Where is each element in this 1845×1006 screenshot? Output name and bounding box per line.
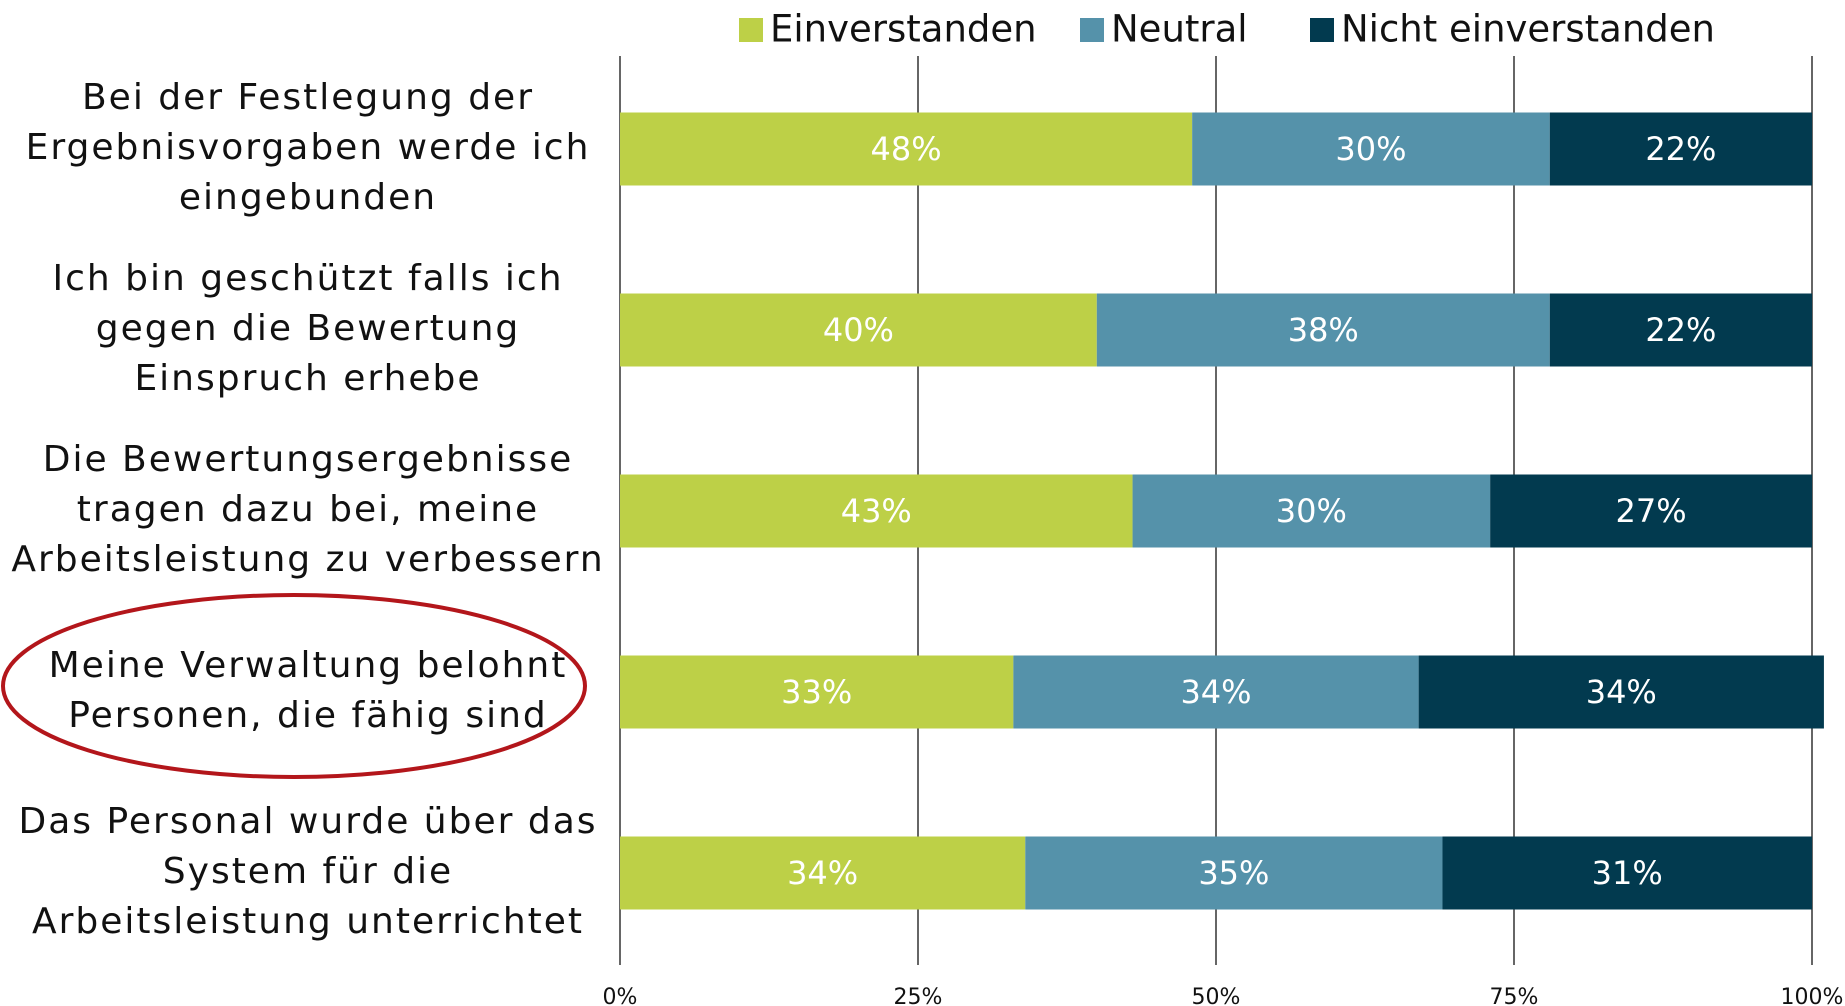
value-label: 33% bbox=[781, 673, 852, 711]
bar-segment bbox=[620, 112, 1193, 186]
category-label: gegen die Bewertung bbox=[96, 308, 521, 349]
category-label: Arbeitsleistung unterrichtet bbox=[32, 901, 584, 942]
legend-label: Neutral bbox=[1111, 8, 1248, 51]
category-label: Ich bin geschützt falls ich bbox=[52, 258, 563, 299]
value-label: 30% bbox=[1335, 130, 1406, 168]
value-label: 40% bbox=[823, 311, 894, 349]
value-label: 34% bbox=[1180, 673, 1251, 711]
bar-segment bbox=[1418, 655, 1824, 729]
bar-segment bbox=[620, 474, 1133, 548]
value-label: 30% bbox=[1276, 492, 1347, 530]
category-label: eingebunden bbox=[179, 177, 437, 218]
bar-segment bbox=[1096, 293, 1550, 367]
bar-segment bbox=[1132, 474, 1491, 548]
bar-segment bbox=[1549, 293, 1812, 367]
x-tick-label: 100% bbox=[1781, 985, 1844, 1006]
category-label: Das Personal wurde über das bbox=[18, 801, 597, 842]
value-label: 31% bbox=[1592, 854, 1663, 892]
bar-segment bbox=[1025, 836, 1443, 910]
legend-swatch bbox=[739, 18, 763, 42]
bar-segment bbox=[620, 293, 1097, 367]
category-label: Bei der Festlegung der bbox=[82, 77, 534, 118]
value-label: 27% bbox=[1616, 492, 1687, 530]
value-label: 43% bbox=[841, 492, 912, 530]
value-label: 22% bbox=[1645, 130, 1716, 168]
legend-swatch bbox=[1080, 18, 1104, 42]
highlight-ellipse bbox=[1, 593, 587, 779]
category-label: Einspruch erhebe bbox=[134, 358, 481, 399]
category-label: Personen, die fähig sind bbox=[68, 695, 548, 736]
category-label: Meine Verwaltung belohnt bbox=[49, 645, 568, 686]
value-label: 35% bbox=[1198, 854, 1269, 892]
value-label: 34% bbox=[787, 854, 858, 892]
legend-label: Einverstanden bbox=[770, 8, 1037, 51]
x-tick-label: 25% bbox=[894, 985, 943, 1006]
bar-segment bbox=[620, 655, 1014, 729]
value-label: 22% bbox=[1645, 311, 1716, 349]
legend-swatch bbox=[1310, 18, 1334, 42]
value-label: 48% bbox=[871, 130, 942, 168]
bar-segment bbox=[1442, 836, 1812, 910]
bar-segment bbox=[1192, 112, 1550, 186]
value-label: 34% bbox=[1586, 673, 1657, 711]
category-label: System für die bbox=[163, 851, 453, 892]
category-label: Die Bewertungsergebnisse bbox=[43, 439, 574, 480]
category-label: Arbeitsleistung zu verbessern bbox=[11, 539, 604, 580]
bar-segment bbox=[620, 836, 1026, 910]
legend-label: Nicht einverstanden bbox=[1341, 8, 1715, 51]
bar-segment bbox=[1549, 112, 1812, 186]
category-label: Ergebnisvorgaben werde ich bbox=[26, 127, 591, 168]
bar-segment bbox=[1490, 474, 1812, 548]
category-label: tragen dazu bei, meine bbox=[77, 489, 539, 530]
x-tick-label: 75% bbox=[1490, 985, 1539, 1006]
bar-segment bbox=[1013, 655, 1419, 729]
value-label: 38% bbox=[1288, 311, 1359, 349]
x-tick-label: 0% bbox=[603, 985, 638, 1006]
x-tick-label: 50% bbox=[1192, 985, 1241, 1006]
